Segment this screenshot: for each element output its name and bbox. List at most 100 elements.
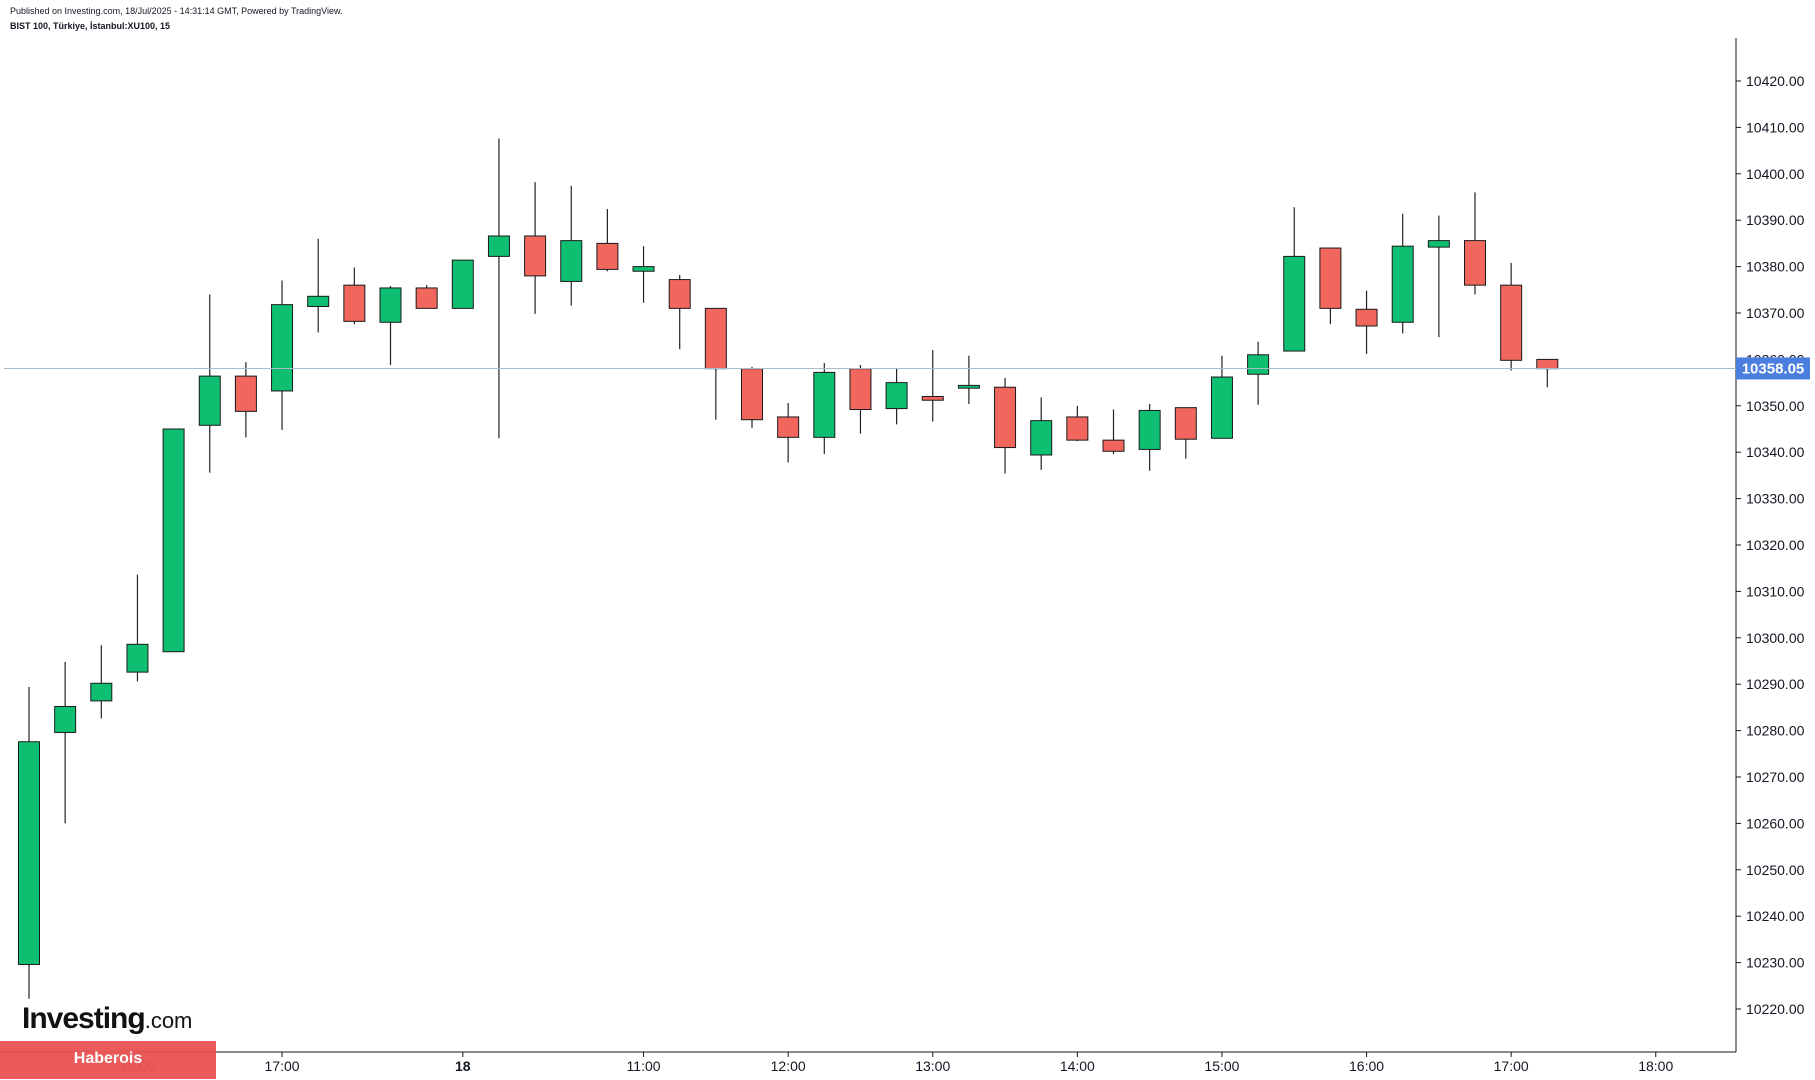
candle-body-up: [813, 371, 836, 438]
time-tick-label: 12:00: [771, 1058, 806, 1074]
candle-body-down: [234, 375, 257, 412]
price-tick-label: 10420.00: [1746, 73, 1805, 89]
candle: [198, 294, 221, 473]
time-tick-label: 18: [455, 1058, 471, 1074]
symbol-title: BIST 100, Türkiye, İstanbul:XU100, 15: [10, 21, 171, 31]
candle-body-down: [921, 396, 944, 401]
last-price-badge: [1736, 357, 1810, 380]
candle: [1102, 409, 1125, 455]
candle: [1066, 405, 1089, 442]
candle-body-down: [1355, 308, 1378, 327]
candle: [234, 362, 257, 438]
candle-body-down: [343, 284, 366, 322]
price-tick-label: 10220.00: [1746, 1001, 1805, 1017]
price-tick-label: 10320.00: [1746, 537, 1805, 553]
candle-body-down: [1066, 416, 1089, 441]
candle: [415, 285, 438, 309]
last-price-label: 10358.05: [1742, 360, 1805, 377]
price-tick-label: 10350.00: [1746, 398, 1805, 414]
price-tick-label: 10280.00: [1746, 723, 1805, 739]
price-tick-label: 10250.00: [1746, 862, 1805, 878]
candle: [994, 377, 1017, 474]
published-caption: Published on Investing.com, 18/Jul/2025 …: [10, 6, 343, 16]
candle: [1030, 397, 1053, 470]
time-axis: 16:0017:001811:0012:0013:0014:0015:0016:…: [120, 1052, 1673, 1074]
time-tick-label: 11:00: [627, 1058, 661, 1074]
candle-body-down: [849, 368, 872, 411]
candle-body-down: [1174, 407, 1197, 440]
candle: [1427, 215, 1450, 338]
price-tick-label: 10330.00: [1746, 491, 1805, 507]
price-tick-label: 10270.00: [1746, 769, 1805, 785]
candle-body-down: [1536, 358, 1559, 370]
candle-body-up: [54, 705, 77, 733]
candle-body-up: [1247, 354, 1270, 375]
candle: [1536, 358, 1559, 388]
investing-logo: Investing.com: [22, 1002, 192, 1036]
candle-body-down: [1319, 247, 1342, 309]
price-tick-label: 10310.00: [1746, 583, 1805, 599]
candle: [560, 185, 583, 306]
candle-body-up: [1030, 420, 1053, 456]
price-tick-label: 10240.00: [1746, 908, 1805, 924]
candle-body-up: [632, 266, 655, 272]
candle-body-down: [777, 416, 800, 438]
candle-body-down: [1464, 240, 1486, 286]
candle: [18, 686, 40, 999]
candle: [957, 355, 980, 404]
price-tick-label: 10410.00: [1746, 119, 1805, 135]
candle-body-up: [18, 741, 40, 965]
candle-body-down: [1500, 284, 1523, 361]
candle-body-down: [704, 307, 727, 370]
candle-body-down: [524, 235, 547, 277]
candle: [849, 364, 872, 434]
candle: [1391, 213, 1414, 334]
candle: [271, 280, 294, 430]
candle: [1138, 403, 1161, 471]
candle-body-up: [487, 235, 510, 257]
candle: [162, 428, 185, 653]
candle: [524, 182, 547, 314]
candle-body-down: [668, 279, 691, 309]
candle-body-up: [1391, 245, 1414, 323]
price-tick-label: 10390.00: [1746, 212, 1805, 228]
candle: [126, 574, 149, 682]
price-tick-label: 10380.00: [1746, 259, 1805, 275]
candle-body-down: [994, 386, 1017, 449]
price-tick-label: 10260.00: [1746, 815, 1805, 831]
candle: [1500, 262, 1523, 371]
time-tick-label: 18:00: [1638, 1058, 1673, 1074]
price-tick-label: 10230.00: [1746, 955, 1805, 971]
candle-body-up: [162, 428, 185, 653]
candle-body-up: [451, 259, 474, 309]
candle-body-up: [90, 682, 113, 702]
candle: [596, 209, 619, 272]
price-tick-label: 10370.00: [1746, 305, 1805, 321]
time-tick-label: 17:00: [265, 1058, 300, 1074]
time-tick-label: 13:00: [915, 1058, 950, 1074]
brand-suffix: .com: [144, 1008, 193, 1033]
candle-body-up: [1427, 240, 1450, 248]
haberois-watermark: Haberois: [0, 1041, 216, 1079]
candle: [704, 307, 727, 420]
candle: [777, 403, 800, 463]
candle: [1283, 207, 1306, 352]
price-axis: 10220.00 10230.00 10240.00 10250.00 10260.00…: [1736, 73, 1805, 1017]
candle-body-up: [885, 382, 908, 410]
candle: [1464, 192, 1486, 295]
price-tick-label: 10290.00: [1746, 676, 1805, 692]
candle: [487, 138, 510, 439]
candle: [1355, 290, 1378, 354]
candle-body-up: [1283, 255, 1306, 352]
candle: [1247, 341, 1270, 405]
candle: [668, 274, 691, 350]
candle: [1174, 407, 1197, 459]
candle: [885, 368, 908, 425]
candle: [1210, 355, 1233, 439]
price-tick-label: 10300.00: [1746, 630, 1805, 646]
candle: [451, 259, 474, 309]
candle: [921, 350, 944, 422]
candle-body-up: [379, 287, 402, 323]
candle-body-down: [1102, 439, 1125, 452]
